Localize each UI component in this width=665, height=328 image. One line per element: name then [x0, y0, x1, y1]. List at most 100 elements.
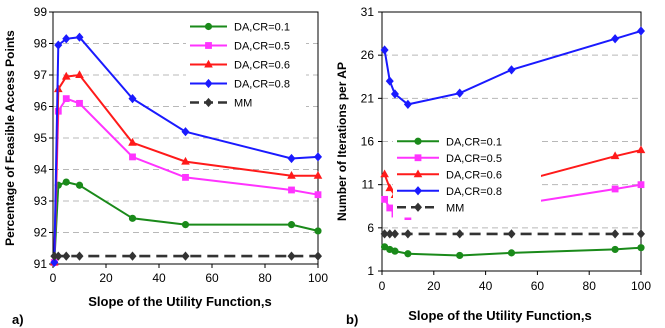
data-point	[128, 251, 137, 261]
data-point	[75, 32, 84, 42]
data-point	[128, 137, 137, 146]
y-tick-label: 1	[367, 264, 374, 278]
data-point	[611, 229, 620, 239]
data-point	[636, 145, 646, 154]
data-point	[413, 169, 423, 178]
data-point	[288, 186, 295, 194]
y-tick-label: 11	[362, 178, 375, 192]
data-point	[204, 97, 213, 108]
x-tick-label: 20	[99, 271, 113, 285]
x-tick-label: 40	[152, 271, 166, 285]
data-point	[637, 229, 645, 239]
data-point	[129, 153, 136, 161]
y-tick-label: 98	[34, 37, 48, 51]
data-point	[75, 70, 84, 78]
x-tick-label: 60	[531, 279, 545, 293]
data-point	[204, 22, 213, 31]
data-point	[385, 76, 394, 86]
data-point	[455, 88, 464, 98]
x-tick-label: 40	[479, 279, 493, 293]
data-point	[390, 229, 399, 239]
data-point	[414, 202, 422, 212]
data-point	[314, 251, 322, 261]
legend: DA,CR=0.1 DA,CR=0.5 DA,CR=0.6 DA,CR=0.8 MM	[186, 15, 306, 114]
data-point	[403, 229, 412, 239]
y-tick-label: 95	[34, 131, 48, 145]
series	[380, 229, 645, 239]
data-point	[403, 99, 412, 109]
legend-label: DA,CR=0.8	[234, 79, 290, 91]
data-point	[313, 171, 323, 179]
data-point	[404, 250, 412, 258]
data-point	[128, 214, 137, 222]
legend: DA,CR=0.1 DA,CR=0.5 DA,CR=0.6 DA,CR=0.8 MM	[393, 131, 541, 218]
data-point	[76, 99, 83, 107]
series	[50, 251, 322, 261]
data-point	[287, 251, 296, 261]
data-point	[62, 95, 70, 103]
y-tick-label: 91	[34, 257, 48, 271]
data-point	[507, 229, 516, 239]
y-tick-label: 16	[361, 135, 375, 149]
panel-label: a)	[12, 312, 24, 327]
y-tick-label: 94	[34, 163, 48, 177]
data-point	[385, 229, 394, 239]
data-point	[611, 245, 619, 254]
data-point	[456, 251, 464, 260]
legend-label: DA,CR=0.6	[234, 60, 290, 72]
x-tick-label: 20	[427, 279, 441, 293]
y-tick-label: 6	[367, 221, 374, 235]
y-axis-label: Percentage of Feasible Access Points	[3, 30, 17, 246]
legend-label: MM	[446, 202, 464, 214]
series	[50, 32, 322, 268]
data-point	[75, 181, 84, 189]
series	[50, 178, 322, 267]
data-point	[380, 169, 389, 178]
data-point	[287, 221, 296, 229]
x-tick-label: 0	[50, 271, 57, 285]
y-tick-label: 21	[361, 91, 375, 105]
data-point	[611, 185, 619, 193]
data-point	[390, 89, 399, 99]
legend-label: DA,CR=0.1	[234, 22, 290, 34]
x-tick-label: 100	[631, 279, 651, 293]
data-point	[507, 65, 516, 75]
data-point	[507, 249, 516, 257]
data-point	[380, 229, 389, 239]
x-tick-label: 80	[258, 271, 272, 285]
legend-label: DA,CR=0.5	[446, 153, 502, 165]
data-point	[385, 183, 395, 192]
x-tick-label: 0	[379, 279, 386, 293]
data-point	[611, 34, 620, 44]
data-point	[181, 156, 190, 165]
data-point	[414, 186, 422, 196]
x-axis-label: Slope of the Utility Function,s	[88, 294, 271, 309]
data-point	[637, 26, 645, 36]
data-point	[610, 151, 620, 160]
y-tick-label: 26	[361, 48, 375, 62]
data-point	[287, 153, 296, 164]
y-tick-label: 31	[361, 5, 375, 19]
data-point	[314, 191, 322, 199]
data-point	[62, 251, 71, 261]
series	[380, 243, 645, 260]
data-point	[287, 171, 296, 179]
y-tick-label: 92	[34, 226, 48, 240]
series	[380, 26, 645, 109]
data-point	[204, 78, 213, 89]
data-point	[380, 45, 389, 55]
legend-label: MM	[234, 98, 252, 110]
data-point	[54, 40, 63, 50]
data-point	[182, 173, 189, 181]
data-point	[181, 251, 190, 261]
data-point	[61, 71, 71, 80]
data-point	[414, 137, 422, 145]
data-point	[637, 181, 645, 189]
data-point	[62, 34, 71, 44]
x-tick-label: 100	[308, 271, 328, 285]
data-point	[50, 257, 59, 268]
data-point	[128, 94, 137, 104]
plot-frame	[381, 11, 642, 272]
